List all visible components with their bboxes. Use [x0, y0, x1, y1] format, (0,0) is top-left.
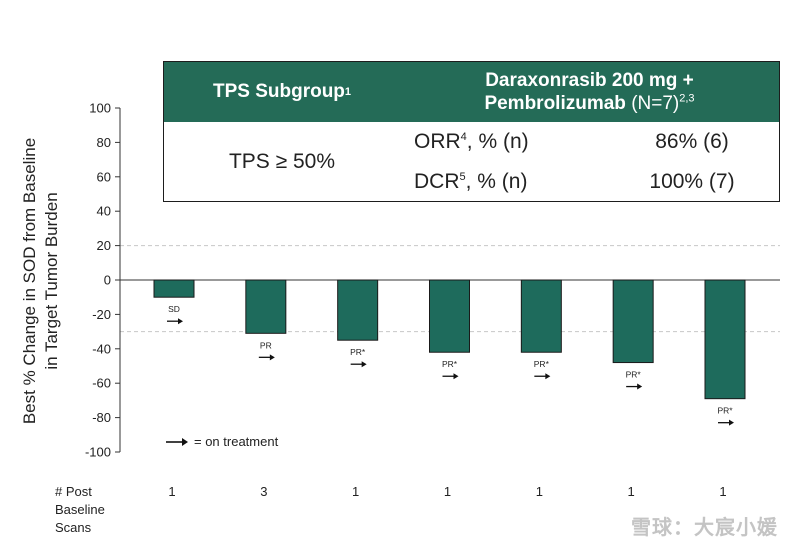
y-axis-label-line2: in Target Tumor Burden [42, 192, 61, 369]
y-axis-label: Best % Change in SOD from Baseline [20, 138, 39, 424]
bar [612, 279, 654, 364]
y-tick-label: 0 [104, 273, 111, 288]
subgroup-cell: TPS ≥ 50% [228, 149, 336, 173]
response-label: PR* [717, 406, 733, 416]
bar [429, 279, 470, 353]
header-tps-subgroup: TPS Subgroup 1 [212, 81, 352, 102]
scan-count: 3 [260, 484, 267, 499]
y-tick-label: 20 [97, 238, 111, 253]
legend-label: = on treatment [194, 434, 279, 449]
on-treatment-arrow [718, 419, 734, 426]
y-tick-label: 80 [97, 135, 111, 150]
response-label: SD [168, 304, 180, 314]
bar [337, 279, 379, 341]
on-treatment-arrow [258, 354, 275, 361]
dcr-value: 100% (7) [649, 170, 735, 193]
scan-count: 1 [352, 484, 359, 499]
on-treatment-arrow [442, 373, 459, 380]
watermark: 雪球：大宸小媛 [631, 517, 778, 539]
y-tick-label: -100 [85, 445, 111, 460]
header-treatment: Daraxonrasib 200 mg + Pembrolizumab (N=7… [400, 62, 779, 122]
y-tick-label: -40 [92, 341, 111, 356]
scan-count: 1 [719, 484, 726, 499]
scans-label: # Post Baseline Scans [55, 484, 105, 535]
bar [153, 279, 195, 298]
y-tick-label: -60 [92, 376, 111, 391]
y-tick-label: 100 [89, 101, 111, 116]
scan-count: 1 [536, 484, 543, 499]
scans-label-line2: Baseline [55, 502, 105, 517]
dcr-label: DCR5, % (n) [414, 170, 528, 193]
on-treatment-arrow [626, 383, 643, 390]
header-treatment-line1: Daraxonrasib 200 mg + [485, 70, 694, 91]
header-treatment-line2: Pembrolizumab (N=7)2,3 [484, 92, 695, 114]
y-tick-label: -80 [92, 410, 111, 425]
legend: = on treatment [166, 434, 279, 449]
orr-value: 86% (6) [655, 130, 729, 153]
response-label: PR* [534, 359, 550, 369]
results-table: TPS Subgroup 1 Daraxonrasib 200 mg + Pemb… [163, 61, 780, 202]
scans-label-line1: # Post [55, 484, 92, 499]
bar [520, 279, 562, 353]
bar [245, 279, 287, 334]
orr-label: ORR4, % (n) [414, 130, 529, 153]
on-treatment-arrow [350, 361, 367, 368]
y-tick-label: 60 [97, 169, 111, 184]
response-label: PR* [442, 359, 458, 369]
scan-count: 1 [628, 484, 635, 499]
response-label: PR* [626, 370, 642, 380]
response-label: PR [260, 340, 272, 350]
y-tick-label: -20 [92, 307, 111, 322]
y-tick-label: 40 [97, 204, 111, 219]
bar [704, 279, 746, 400]
on-treatment-arrow [167, 318, 183, 325]
scan-count: 1 [444, 484, 451, 499]
on-treatment-arrow [534, 373, 551, 380]
response-label: PR* [350, 347, 366, 357]
scan-count: 1 [168, 484, 175, 499]
scans-label-line3: Scans [55, 520, 92, 535]
table-header: TPS Subgroup 1 Daraxonrasib 200 mg + Pemb… [164, 62, 779, 122]
